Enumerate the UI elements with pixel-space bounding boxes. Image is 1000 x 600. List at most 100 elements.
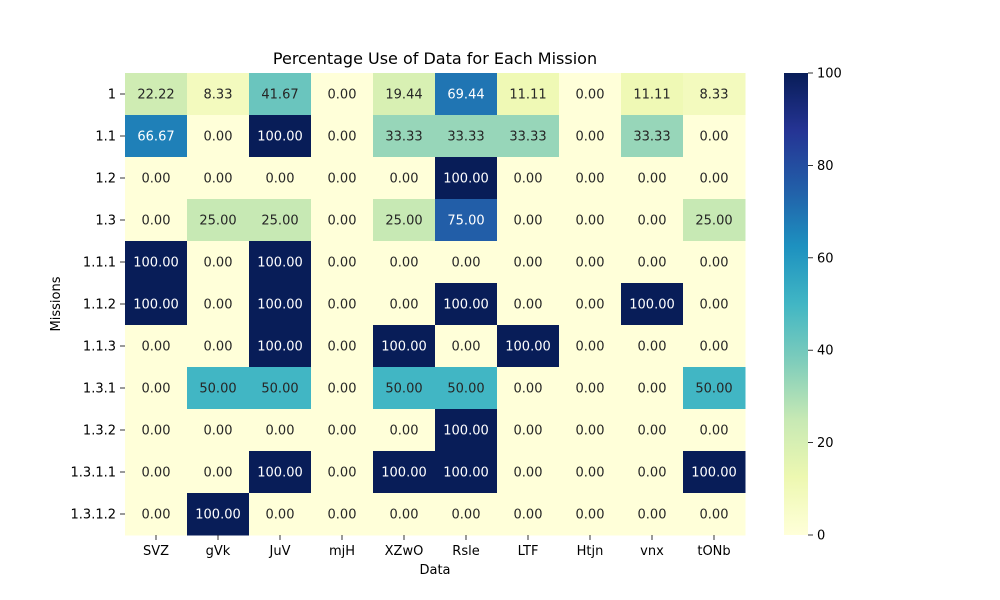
cell-value-label: 0.00 (576, 508, 605, 523)
heatmap-cell (621, 451, 684, 494)
heatmap-cell (311, 199, 374, 242)
colorbar-tick-label: 80 (817, 159, 834, 174)
heatmap-cell (683, 367, 746, 410)
heatmap-cell (497, 451, 560, 494)
heatmap-cell (125, 157, 188, 200)
heatmap-cell (249, 325, 312, 368)
y-axis-ticks: 1 1.1 1.2 1.3 1.1.1 1.1.2 1.1.3 1.3.1 1.3.2 1.3.1… (71, 88, 125, 523)
cell-value-label: 0.00 (576, 382, 605, 397)
heatmap-cell (559, 493, 622, 536)
cell-value-label: 0.00 (452, 256, 481, 271)
y-tick-label: 1.1.2 (83, 298, 116, 313)
cell-value-label: 0.00 (204, 130, 233, 145)
colorbar-tick-label: 60 (817, 251, 834, 266)
cell-value-label: 0.00 (142, 382, 171, 397)
heatmap-cell (435, 115, 498, 158)
heatmap-cell (621, 325, 684, 368)
cell-value-label: 50.00 (261, 382, 298, 397)
heatmap-cell (559, 409, 622, 452)
heatmap-cell (497, 241, 560, 284)
cell-value-label: 11.11 (509, 88, 546, 103)
heatmap-cell (187, 325, 250, 368)
heatmap-cell (435, 493, 498, 536)
cell-value-label: 0.00 (514, 298, 543, 313)
heatmap-cell (683, 241, 746, 284)
heatmap-cell (435, 157, 498, 200)
cell-value-label: 0.00 (514, 214, 543, 229)
heatmap-cell (683, 157, 746, 200)
y-tick-label: 1 (108, 88, 116, 103)
heatmap-cell (683, 283, 746, 326)
cell-value-label: 0.00 (576, 88, 605, 103)
cell-value-label: 0.00 (328, 298, 357, 313)
heatmap-cell (311, 241, 374, 284)
heatmap-cell (187, 241, 250, 284)
heatmap-cell (125, 73, 188, 116)
cell-value-label: 100.00 (443, 298, 489, 313)
cell-value-label: 100.00 (381, 340, 427, 355)
cell-value-label: 0.00 (328, 130, 357, 145)
cell-value-label: 50.00 (199, 382, 236, 397)
heatmap-cell (311, 493, 374, 536)
cell-value-label: 100.00 (257, 256, 303, 271)
cell-value-label: 100.00 (133, 256, 179, 271)
cell-value-label: 0.00 (390, 424, 419, 439)
heatmap-cell (125, 325, 188, 368)
heatmap-cell (187, 451, 250, 494)
heatmap-cells: 22.22 8.33 41.67 0.00 19.44 69.44 11.11 0.00 11.… (125, 73, 746, 536)
cell-value-label: 33.33 (385, 130, 422, 145)
heatmap-cell (497, 325, 560, 368)
cell-value-label: 0.00 (204, 466, 233, 481)
heatmap-cell (373, 73, 436, 116)
cell-value-label: 0.00 (638, 508, 667, 523)
heatmap-cell (683, 409, 746, 452)
heatmap-cell (373, 283, 436, 326)
cell-value-label: 0.00 (204, 172, 233, 187)
cell-value-label: 0.00 (514, 466, 543, 481)
heatmap-cell (497, 157, 560, 200)
heatmap-cell (683, 73, 746, 116)
heatmap-cell (125, 451, 188, 494)
y-tick-label: 1.3 (95, 214, 116, 229)
heatmap-cell (497, 283, 560, 326)
cell-value-label: 50.00 (695, 382, 732, 397)
heatmap-cell (125, 199, 188, 242)
cell-value-label: 25.00 (695, 214, 732, 229)
heatmap-cell (683, 199, 746, 242)
heatmap-cell (187, 409, 250, 452)
heatmap-cell (497, 115, 560, 158)
cell-value-label: 25.00 (385, 214, 422, 229)
cell-value-label: 0.00 (204, 340, 233, 355)
heatmap-cell (435, 409, 498, 452)
x-tick-label: LTF (518, 544, 539, 559)
x-tick-label: gVk (206, 544, 231, 559)
y-tick-label: 1.2 (95, 172, 116, 187)
cell-value-label: 0.00 (576, 256, 605, 271)
cell-value-label: 0.00 (700, 172, 729, 187)
heatmap-cell (311, 367, 374, 410)
heatmap-cell (373, 241, 436, 284)
heatmap-cell (621, 157, 684, 200)
heatmap-cell (559, 451, 622, 494)
cell-value-label: 0.00 (576, 214, 605, 229)
x-tick-label: Htjn (577, 544, 604, 559)
heatmap-cell (497, 367, 560, 410)
heatmap-cell (187, 493, 250, 536)
heatmap-cell (249, 73, 312, 116)
heatmap-cell (621, 367, 684, 410)
x-tick-label: JuV (269, 544, 291, 559)
cell-value-label: 0.00 (328, 382, 357, 397)
y-tick-label: 1.3.1.1 (71, 466, 116, 481)
heatmap-cell (497, 409, 560, 452)
heatmap-cell (559, 325, 622, 368)
cell-value-label: 0.00 (328, 340, 357, 355)
cell-value-label: 0.00 (576, 424, 605, 439)
colorbar-tick-label: 100 (817, 67, 842, 82)
cell-value-label: 0.00 (142, 508, 171, 523)
heatmap-cell (187, 367, 250, 410)
heatmap-cell (435, 73, 498, 116)
cell-value-label: 25.00 (199, 214, 236, 229)
heatmap-cell (683, 493, 746, 536)
heatmap-cell (559, 283, 622, 326)
heatmap-cell (559, 199, 622, 242)
